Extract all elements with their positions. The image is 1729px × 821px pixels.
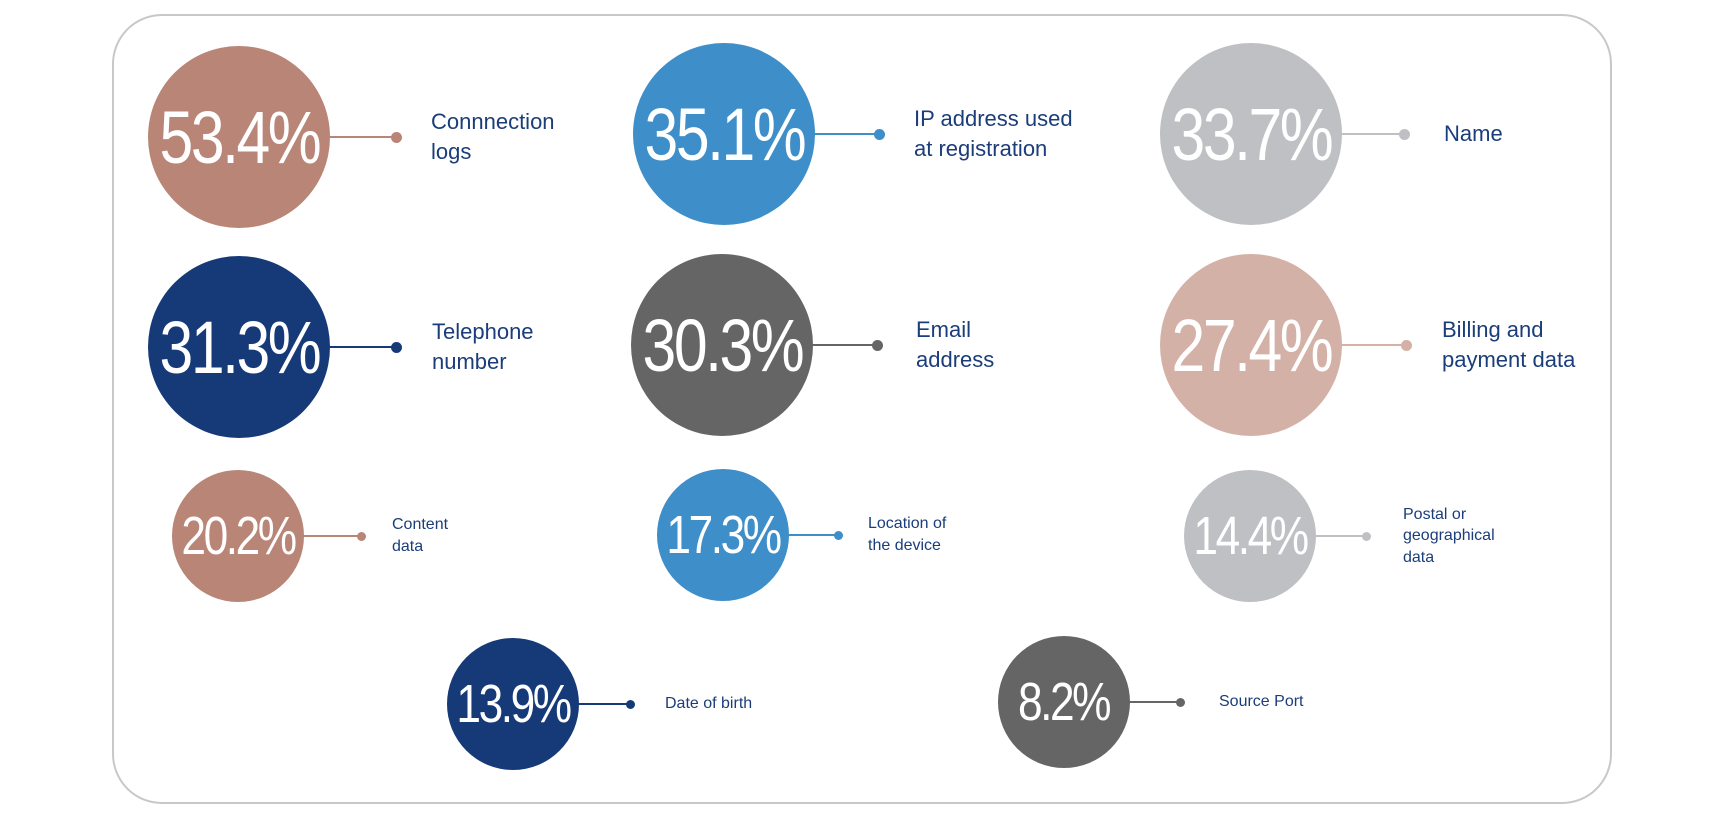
connector-dot-date-of-birth bbox=[625, 699, 635, 709]
category-label-postal-or-geographical-data: Postal or geographical data bbox=[1403, 505, 1495, 566]
bubble-billing-and-payment-data: 27.4% bbox=[1160, 254, 1342, 436]
connector-line-name bbox=[1338, 133, 1404, 135]
connector-dot-content-data bbox=[356, 531, 366, 541]
bubble-postal-or-geographical-data: 14.4% bbox=[1184, 470, 1316, 602]
category-label-content-data: Content data bbox=[392, 516, 449, 555]
category-label-telephone-number: Telephone number bbox=[432, 319, 534, 374]
connector-dot-name bbox=[1398, 128, 1410, 140]
bubble-ip-address-used-at-registration: 35.1% bbox=[633, 43, 815, 225]
value-label: 13.9% bbox=[456, 674, 572, 734]
value-label: 35.1% bbox=[644, 92, 806, 176]
connector-line-location-of-the-device bbox=[785, 534, 838, 536]
bubble-email-address: 30.3% bbox=[631, 254, 813, 436]
category-label-source-port: Source Port bbox=[1219, 693, 1304, 711]
category-label-connnection-logs: Connnection logs bbox=[431, 109, 555, 164]
bubble-date-of-birth: 13.9% bbox=[447, 638, 579, 770]
bubble-name: 33.7% bbox=[1160, 43, 1342, 225]
bubble-connnection-logs: 53.4% bbox=[148, 46, 330, 228]
connector-line-content-data bbox=[300, 535, 361, 537]
connector-line-source-port bbox=[1126, 701, 1180, 703]
value-label: 31.3% bbox=[159, 305, 321, 389]
connector-dot-telephone-number bbox=[390, 341, 402, 353]
connector-line-email-address bbox=[809, 344, 877, 346]
value-label: 53.4% bbox=[159, 95, 321, 179]
value-label: 8.2% bbox=[1018, 672, 1112, 732]
connector-dot-location-of-the-device bbox=[833, 530, 843, 540]
value-label: 20.2% bbox=[181, 506, 297, 566]
connector-line-telephone-number bbox=[326, 346, 396, 348]
connector-line-date-of-birth bbox=[575, 703, 630, 705]
category-label-ip-address-used-at-registration: IP address used at registration bbox=[914, 106, 1073, 161]
connector-line-connnection-logs bbox=[326, 136, 396, 138]
value-label: 33.7% bbox=[1171, 92, 1333, 176]
value-label: 14.4% bbox=[1193, 506, 1309, 566]
bubble-location-of-the-device: 17.3% bbox=[657, 469, 789, 601]
connector-line-postal-or-geographical-data bbox=[1312, 535, 1366, 537]
connector-dot-source-port bbox=[1175, 697, 1185, 707]
connector-line-ip-address-used-at-registration bbox=[811, 133, 879, 135]
connector-dot-email-address bbox=[871, 339, 883, 351]
value-label: 27.4% bbox=[1171, 303, 1333, 387]
connector-dot-connnection-logs bbox=[390, 131, 402, 143]
category-label-date-of-birth: Date of birth bbox=[665, 695, 753, 713]
bubble-telephone-number: 31.3% bbox=[148, 256, 330, 438]
category-label-email-address: Email address bbox=[916, 317, 995, 372]
bubble-source-port: 8.2% bbox=[998, 636, 1130, 768]
value-label: 30.3% bbox=[642, 303, 804, 387]
category-label-name: Name bbox=[1444, 121, 1503, 147]
value-label: 17.3% bbox=[666, 505, 782, 565]
category-label-location-of-the-device: Location of the device bbox=[868, 515, 947, 554]
bubble-content-data: 20.2% bbox=[172, 470, 304, 602]
connector-dot-postal-or-geographical-data bbox=[1361, 531, 1371, 541]
chart-frame bbox=[112, 14, 1612, 804]
connector-line-billing-and-payment-data bbox=[1338, 344, 1406, 346]
connector-dot-billing-and-payment-data bbox=[1400, 339, 1412, 351]
category-label-billing-and-payment-data: Billing and payment data bbox=[1442, 317, 1576, 372]
connector-dot-ip-address-used-at-registration bbox=[873, 128, 885, 140]
